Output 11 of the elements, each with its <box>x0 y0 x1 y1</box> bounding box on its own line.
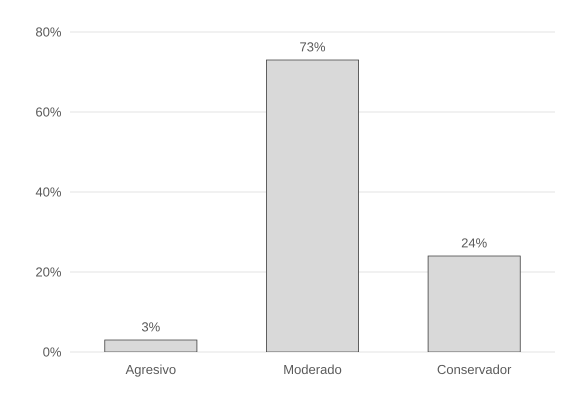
y-tick-label: 0% <box>43 347 62 357</box>
y-tick-label: 60% <box>36 107 62 117</box>
x-tick-label: Moderado <box>284 364 342 374</box>
data-label: 3% <box>142 322 160 332</box>
y-tick-label: 40% <box>36 187 62 197</box>
y-tick-label: 20% <box>36 267 62 277</box>
data-label: 73% <box>300 42 326 52</box>
x-tick-label: Conservador <box>438 364 512 374</box>
y-tick-label: 80% <box>36 27 62 37</box>
x-tick-label: Agresivo <box>126 364 176 377</box>
data-label: 24% <box>462 238 487 248</box>
